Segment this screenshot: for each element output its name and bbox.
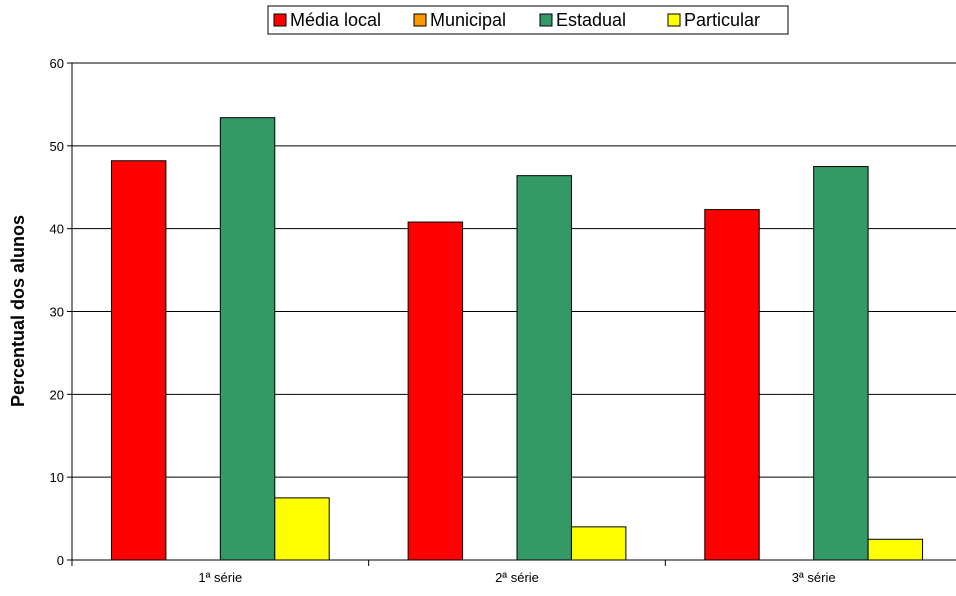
bar: [274, 497, 330, 561]
legend-label: Particular: [684, 10, 760, 30]
x-tick-label: 2ª série: [495, 570, 539, 585]
bar: [407, 221, 464, 561]
y-tick-label: 10: [50, 470, 64, 485]
bar: [570, 526, 627, 561]
bar: [110, 160, 167, 561]
y-tick-label: 20: [50, 387, 64, 402]
bars: [110, 117, 924, 561]
legend-label: Estadual: [556, 10, 626, 30]
y-axis-title: Percentual dos alunos: [8, 215, 28, 407]
legend-label: Média local: [290, 10, 381, 30]
axes: 0 10 20 30 40 50 60 1ª série 2ª série 3ª série: [50, 56, 956, 585]
x-tick-label: 3ª série: [792, 570, 836, 585]
x-tick-label: 1ª série: [198, 570, 242, 585]
y-tick-label: 50: [50, 139, 64, 154]
legend: Média local Municipal Estadual Particular: [267, 5, 789, 35]
y-tick-label: 40: [50, 222, 64, 237]
legend-swatch: [667, 13, 681, 27]
legend-swatch: [539, 13, 553, 27]
legend-box: [267, 5, 789, 35]
y-tick-label: 30: [50, 305, 64, 320]
bar: [867, 538, 924, 561]
legend-swatch: [273, 13, 287, 27]
bar: [516, 175, 572, 561]
legend-swatch: [413, 13, 427, 27]
y-tick-label: 60: [50, 56, 64, 71]
bar: [813, 166, 869, 561]
legend-label: Municipal: [430, 10, 506, 30]
bar: [219, 117, 276, 561]
y-tick-label: 0: [57, 553, 64, 568]
bar: [704, 209, 760, 561]
